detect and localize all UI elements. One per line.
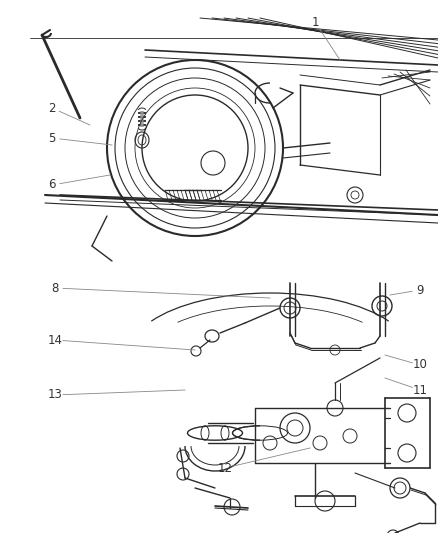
Text: 5: 5 — [48, 132, 56, 144]
Text: 9: 9 — [416, 284, 424, 296]
Text: 1: 1 — [311, 15, 319, 28]
Text: 6: 6 — [48, 179, 56, 191]
Text: 11: 11 — [413, 384, 427, 397]
Text: 12: 12 — [218, 462, 233, 474]
Text: 2: 2 — [48, 101, 56, 115]
Text: 8: 8 — [51, 281, 59, 295]
Text: 10: 10 — [413, 359, 427, 372]
Text: 13: 13 — [48, 389, 63, 401]
Text: 14: 14 — [47, 334, 63, 346]
